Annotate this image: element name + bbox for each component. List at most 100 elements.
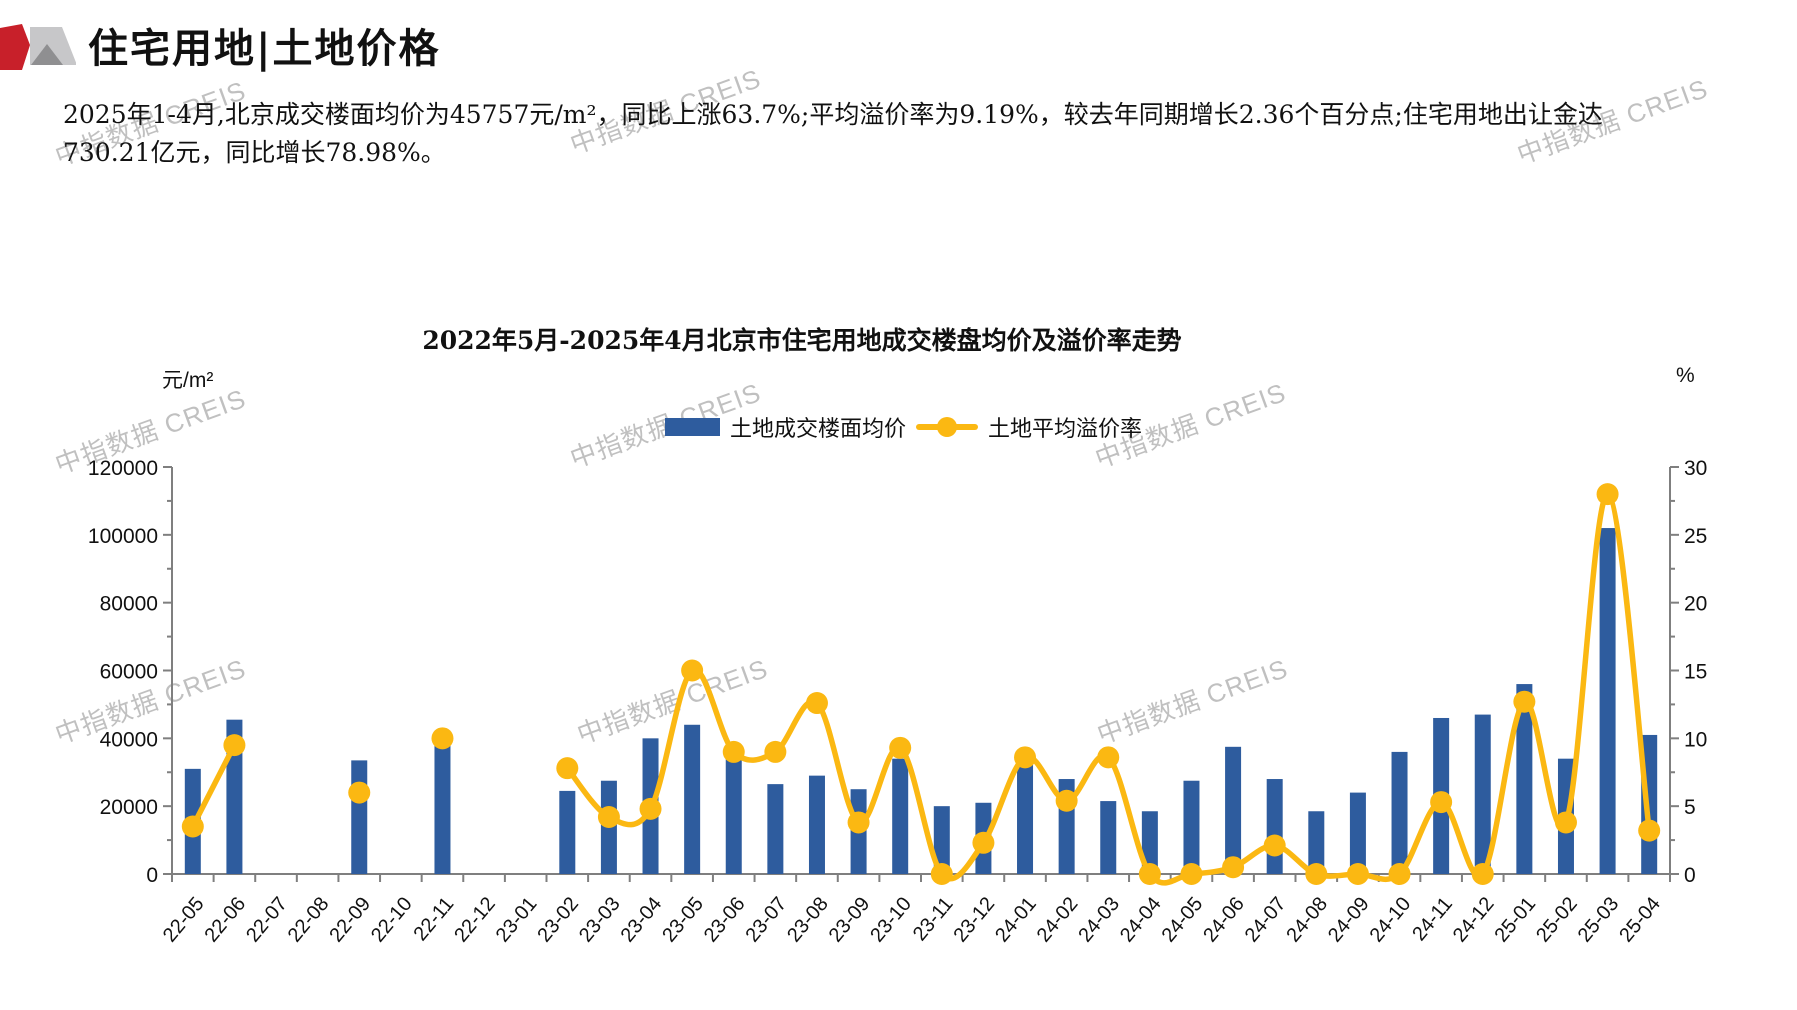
premium-rate-dot xyxy=(1014,746,1037,769)
y-axis-left-label: 120000 xyxy=(88,457,158,480)
x-axis-label: 23-01 xyxy=(492,893,542,946)
right-axis-unit: % xyxy=(1676,364,1695,387)
y-axis-left-label: 80000 xyxy=(100,593,158,616)
bar xyxy=(1266,779,1283,874)
creis-logo xyxy=(0,24,77,70)
x-axis-label: 22-11 xyxy=(410,893,459,945)
logo-darkgray-shape xyxy=(31,44,63,65)
premium-rate-dot xyxy=(889,736,912,759)
bar xyxy=(559,790,576,874)
premium-rate-dot xyxy=(639,797,662,820)
logo-red-shape xyxy=(0,24,30,70)
premium-rate-dot xyxy=(805,692,828,715)
x-axis-label: 24-04 xyxy=(1116,893,1166,946)
x-axis-label: 23-11 xyxy=(909,893,958,945)
bar xyxy=(1349,792,1366,874)
legend-line-label: 土地平均溢价率 xyxy=(988,417,1143,442)
legend-line-swatch-icon xyxy=(916,416,979,438)
premium-rate-dot xyxy=(930,863,953,885)
premium-rate-dot xyxy=(681,659,704,682)
x-axis-label: 23-03 xyxy=(575,893,625,946)
bar xyxy=(1308,811,1325,874)
premium-rate-dot xyxy=(722,740,745,763)
premium-rate-dot xyxy=(1222,856,1245,879)
x-axis-label: 24-11 xyxy=(1408,893,1457,945)
x-axis-label: 25-01 xyxy=(1490,893,1540,946)
x-axis-label: 24-08 xyxy=(1282,893,1332,946)
x-axis-label: 22-10 xyxy=(367,893,417,946)
bar xyxy=(351,760,368,874)
summary-paragraph: 2025年1-4月,北京成交楼面均价为45757元/m²，同比上涨63.7%;平… xyxy=(63,100,1603,167)
x-axis-label: 24-05 xyxy=(1158,893,1208,946)
bar xyxy=(892,758,909,874)
x-axis-label: 22-07 xyxy=(242,893,292,946)
x-axis-label: 23-04 xyxy=(617,893,667,946)
x-axis-label: 22-08 xyxy=(284,893,334,946)
x-axis-label: 22-12 xyxy=(450,893,500,946)
y-axis-right-label: 5 xyxy=(1684,796,1696,819)
chart-legend: 土地成交楼面均价 土地平均溢价率 xyxy=(665,411,1142,443)
y-axis-left-label: 40000 xyxy=(100,728,158,751)
premium-rate-dot xyxy=(1180,863,1203,885)
x-axis-label: 25-04 xyxy=(1615,893,1665,946)
y-axis-right-label: 10 xyxy=(1684,728,1707,751)
x-axis-label: 22-06 xyxy=(201,893,251,946)
y-axis-right-label: 20 xyxy=(1684,593,1707,616)
premium-rate-dot xyxy=(1430,791,1453,814)
x-axis-label: 23-05 xyxy=(658,893,708,946)
x-axis-label: 23-10 xyxy=(866,893,916,946)
x-axis-label: 23-09 xyxy=(825,893,875,946)
premium-rate-dot xyxy=(1263,834,1286,857)
y-axis-right-label: 30 xyxy=(1684,457,1707,480)
x-axis-label: 24-06 xyxy=(1199,893,1249,946)
y-axis-left-label: 0 xyxy=(146,864,158,887)
x-axis-label: 25-02 xyxy=(1532,893,1582,946)
premium-rate-dot xyxy=(1513,690,1536,713)
premium-rate-dot xyxy=(1305,863,1328,885)
x-axis-label: 24-03 xyxy=(1074,893,1124,946)
bar xyxy=(725,758,742,874)
y-axis-right-label: 0 xyxy=(1684,864,1696,887)
bar xyxy=(434,745,451,874)
premium-rate-dot xyxy=(1055,789,1078,812)
legend-bar-swatch-icon xyxy=(665,418,720,436)
x-axis-label: 24-07 xyxy=(1241,893,1291,946)
legend-bar-label: 土地成交楼面均价 xyxy=(730,417,907,442)
bar xyxy=(1225,746,1242,874)
bar xyxy=(1141,811,1158,874)
premium-rate-dot xyxy=(1346,863,1369,885)
x-axis-label: 23-08 xyxy=(783,893,833,946)
page-title: 住宅用地|土地价格 xyxy=(88,25,441,72)
premium-rate-dot xyxy=(181,815,204,838)
x-axis-label: 23-12 xyxy=(950,893,1000,946)
x-axis-label: 24-09 xyxy=(1324,893,1374,946)
premium-rate-dot xyxy=(1138,863,1161,885)
premium-rate-dot xyxy=(1638,819,1661,842)
bar xyxy=(767,784,784,874)
x-axis-label: 22-05 xyxy=(159,893,209,946)
premium-rate-dot xyxy=(223,734,246,757)
bar xyxy=(1183,780,1200,874)
premium-rate-dot xyxy=(1388,863,1411,885)
x-axis-label: 24-02 xyxy=(1033,893,1083,946)
y-axis-right-label: 15 xyxy=(1684,661,1707,684)
y-axis-left-label: 20000 xyxy=(100,796,158,819)
x-axis-label: 24-12 xyxy=(1449,893,1499,946)
x-axis-label: 25-03 xyxy=(1574,893,1624,946)
premium-rate-dot xyxy=(1554,811,1577,834)
bar xyxy=(1100,801,1117,874)
chart-title: 2022年5月-2025年4月北京市住宅用地成交楼盘均价及溢价率走势 xyxy=(422,326,1182,355)
bar xyxy=(1017,762,1034,874)
bar xyxy=(1516,684,1533,874)
left-axis-unit: 元/m² xyxy=(162,369,214,392)
x-axis-label: 24-01 xyxy=(991,893,1041,946)
bar xyxy=(808,775,825,874)
y-axis-left-label: 100000 xyxy=(88,525,158,548)
premium-rate-dot xyxy=(972,831,995,854)
bar xyxy=(933,806,950,874)
x-axis-label: 22-09 xyxy=(325,893,375,946)
bar xyxy=(1474,714,1491,874)
legend-line-dot xyxy=(937,417,958,437)
